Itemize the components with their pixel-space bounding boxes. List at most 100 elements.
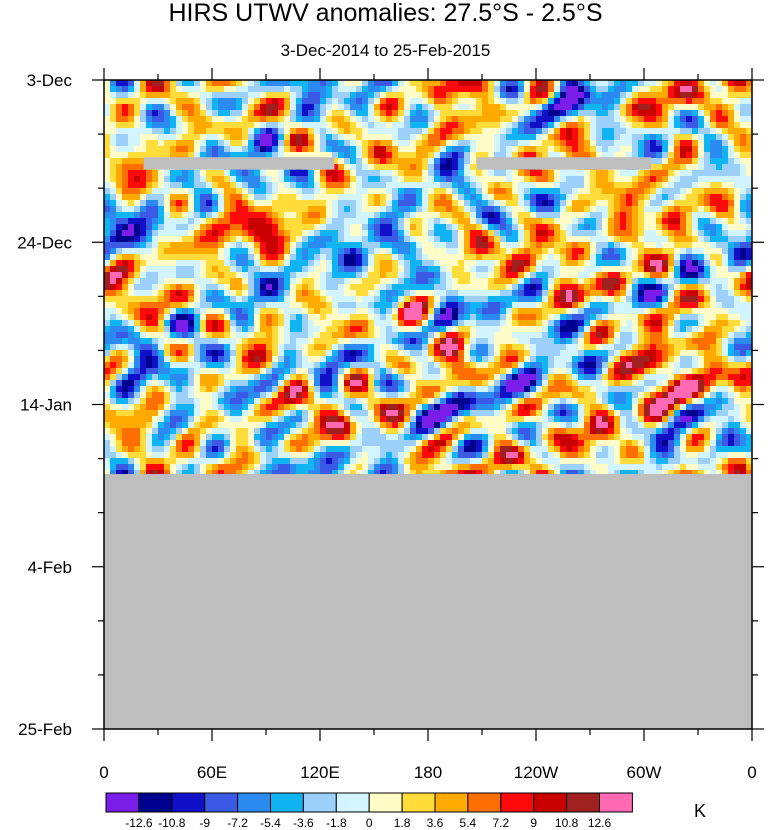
heatmap-cell (218, 188, 225, 195)
heatmap-cell (554, 212, 561, 219)
heatmap-cell (128, 146, 135, 153)
heatmap-cell (530, 290, 537, 297)
heatmap-cell (362, 230, 369, 237)
heatmap-cell (566, 242, 573, 249)
heatmap-cell (368, 218, 375, 225)
heatmap-cell (734, 92, 741, 99)
heatmap-cell (428, 170, 435, 177)
heatmap-cell (410, 218, 417, 225)
heatmap-cell (554, 182, 561, 189)
heatmap-cell (674, 266, 681, 273)
heatmap-cell (350, 164, 357, 171)
heatmap-cell (620, 344, 627, 351)
heatmap-cell (494, 110, 501, 117)
heatmap-cell (188, 350, 195, 357)
heatmap-cell (554, 308, 561, 315)
heatmap-cell (470, 290, 477, 297)
heatmap-cell (746, 158, 752, 165)
heatmap-cell (326, 254, 333, 261)
heatmap-cell (686, 296, 693, 303)
heatmap-cell (170, 314, 177, 321)
heatmap-cell (182, 104, 189, 111)
heatmap-cell (410, 314, 417, 321)
heatmap-cell (386, 158, 393, 165)
heatmap-cell (614, 230, 621, 237)
heatmap-cell (524, 224, 531, 231)
heatmap-cell (248, 122, 255, 129)
heatmap-cell (266, 206, 273, 213)
heatmap-cell (368, 128, 375, 135)
heatmap-cell (578, 344, 585, 351)
heatmap-cell (506, 170, 513, 177)
heatmap-cell (350, 290, 357, 297)
heatmap-cell (344, 110, 351, 117)
heatmap-cell (554, 224, 561, 231)
heatmap-cell (320, 260, 327, 267)
heatmap-cell (716, 152, 723, 159)
heatmap-cell (236, 356, 243, 363)
heatmap-cell (368, 320, 375, 327)
heatmap-cell (182, 80, 189, 87)
heatmap-cell (230, 212, 237, 219)
heatmap-cell (698, 218, 705, 225)
heatmap-cell (530, 170, 537, 177)
heatmap-cell (134, 272, 141, 279)
heatmap-cell (332, 170, 339, 177)
heatmap-cell (710, 236, 717, 243)
heatmap-cell (578, 86, 585, 93)
heatmap-cell (116, 278, 123, 285)
heatmap-cell (716, 170, 723, 177)
heatmap-cell (230, 98, 237, 105)
heatmap-cell (254, 152, 261, 159)
heatmap-cell (326, 122, 333, 129)
heatmap-cell (572, 176, 579, 183)
heatmap-cell (344, 200, 351, 207)
heatmap-cell (332, 248, 339, 255)
heatmap-cell (110, 122, 117, 129)
heatmap-cell (734, 338, 741, 345)
heatmap-cell (566, 140, 573, 147)
heatmap-cell (320, 170, 327, 177)
heatmap-cell (722, 350, 729, 357)
heatmap-cell (236, 128, 243, 135)
heatmap-cell (140, 326, 147, 333)
heatmap-cell (242, 140, 249, 147)
heatmap-cell (584, 110, 591, 117)
heatmap-cell (566, 92, 573, 99)
heatmap-cell (620, 242, 627, 249)
heatmap-cell (410, 230, 417, 237)
heatmap-cell (680, 218, 687, 225)
heatmap-cell (464, 284, 471, 291)
heatmap-cell (554, 254, 561, 261)
heatmap-cell (242, 326, 249, 333)
heatmap-cell (608, 116, 615, 123)
heatmap-cell (134, 158, 141, 165)
heatmap-cell (158, 350, 165, 357)
heatmap-cell (116, 296, 123, 303)
heatmap-cell (644, 170, 651, 177)
heatmap-cell (674, 344, 681, 351)
heatmap-cell (722, 98, 729, 105)
heatmap-cell (338, 188, 345, 195)
heatmap-cell (566, 182, 573, 189)
heatmap-cell (524, 242, 531, 249)
heatmap-cell (704, 224, 711, 231)
heatmap-cell (188, 296, 195, 303)
heatmap-cell (302, 170, 309, 177)
heatmap-cell (686, 182, 693, 189)
heatmap-cell (176, 338, 183, 345)
heatmap-cell (224, 116, 231, 123)
heatmap-cell (188, 176, 195, 183)
heatmap-cell (134, 128, 141, 135)
heatmap-cell (266, 338, 273, 345)
heatmap-cell (572, 98, 579, 105)
heatmap-cell (266, 344, 273, 351)
heatmap-cell (542, 332, 549, 339)
heatmap-cell (398, 200, 405, 207)
heatmap-cell (404, 248, 411, 255)
heatmap-cell (704, 278, 711, 285)
heatmap-cell (590, 128, 597, 135)
heatmap-cell (206, 224, 213, 231)
heatmap-cell (536, 326, 543, 333)
heatmap-cell (512, 152, 519, 159)
